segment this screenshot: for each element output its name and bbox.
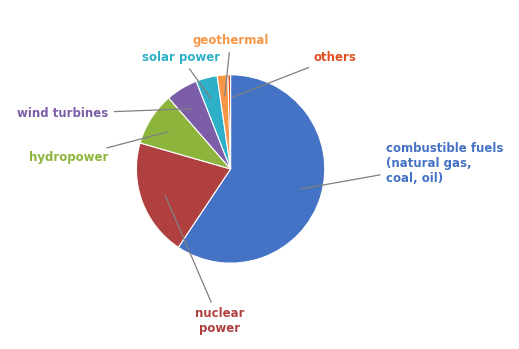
Wedge shape [228,75,230,169]
Wedge shape [136,143,230,247]
Wedge shape [196,76,230,169]
Text: hydropower: hydropower [30,132,168,164]
Text: geothermal: geothermal [193,34,269,96]
Text: combustible fuels
(natural gas,
coal, oil): combustible fuels (natural gas, coal, oi… [301,142,503,189]
Wedge shape [179,75,325,263]
Text: wind turbines: wind turbines [18,107,191,120]
Wedge shape [140,98,230,169]
Wedge shape [169,81,230,169]
Text: others: others [232,51,357,97]
Text: nuclear
power: nuclear power [166,196,244,335]
Wedge shape [217,75,230,169]
Text: solar power: solar power [142,51,220,98]
